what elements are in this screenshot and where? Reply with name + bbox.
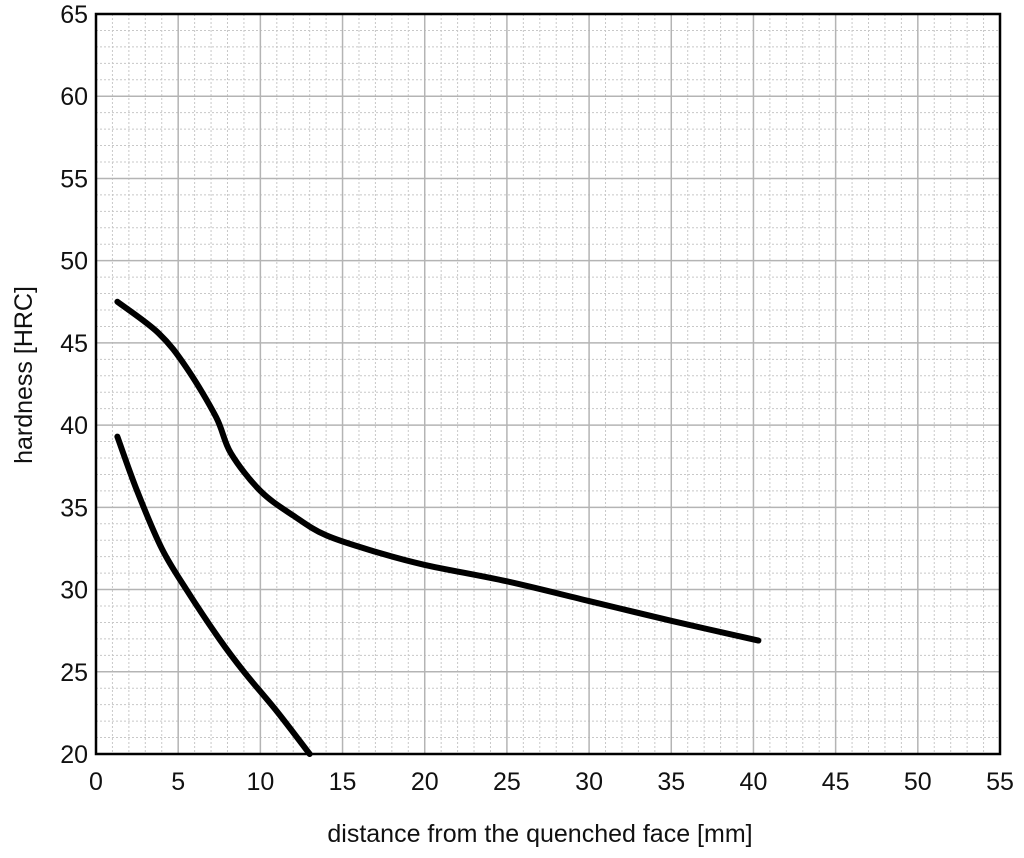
y-tick-label: 45 — [60, 330, 88, 358]
major-grid — [95, 13, 1001, 755]
minor-grid — [96, 14, 1000, 754]
x-tick-label: 5 — [171, 768, 185, 796]
plot-frame — [94, 12, 1002, 756]
y-tick-label: 55 — [60, 165, 88, 193]
y-tick-label: 30 — [60, 577, 88, 605]
x-tick-label: 55 — [986, 768, 1014, 796]
y-axis-label: hardness [HRC] — [10, 286, 38, 464]
x-tick-label: 50 — [904, 768, 932, 796]
hardness-curve-2 — [114, 433, 313, 757]
x-tick-label: 45 — [822, 768, 850, 796]
x-axis-ticks: 0 5 10 15 20 25 30 35 40 45 50 55 — [89, 768, 1014, 796]
y-tick-label: 60 — [60, 83, 88, 111]
y-tick-label: 20 — [60, 741, 88, 769]
x-tick-label: 20 — [411, 768, 439, 796]
x-tick-label: 0 — [89, 768, 103, 796]
x-tick-label: 15 — [329, 768, 357, 796]
y-tick-label: 65 — [60, 1, 88, 29]
x-tick-label: 35 — [657, 768, 685, 796]
hardness-curve-1 — [114, 298, 762, 644]
x-tick-label: 30 — [575, 768, 603, 796]
x-axis-label: distance from the quenched face [mm] — [327, 820, 752, 848]
y-tick-label: 25 — [60, 659, 88, 687]
y-tick-label: 35 — [60, 494, 88, 522]
y-tick-label: 50 — [60, 248, 88, 276]
series-group — [114, 298, 762, 757]
x-tick-label: 40 — [740, 768, 768, 796]
x-tick-label: 10 — [246, 768, 274, 796]
y-tick-label: 40 — [60, 412, 88, 440]
x-tick-label: 25 — [493, 768, 521, 796]
y-axis-ticks: 20 25 30 35 40 45 50 55 60 65 — [60, 1, 88, 769]
